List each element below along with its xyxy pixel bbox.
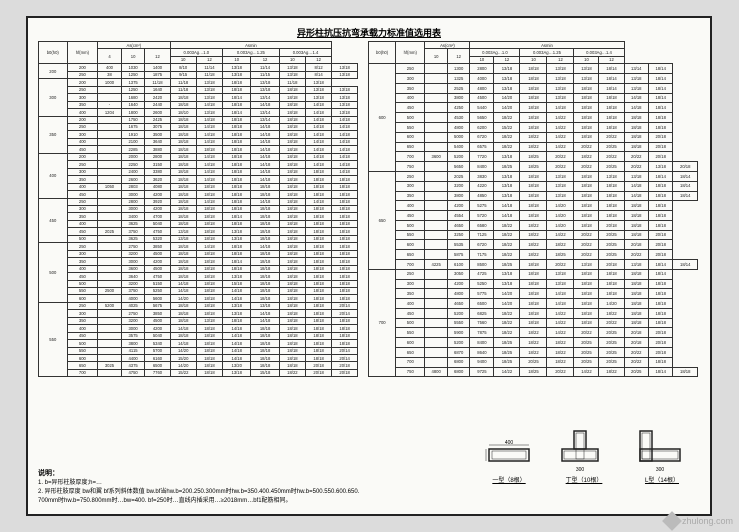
table-row: 5004650658018/2218/2214/2018/1820/1818/1… bbox=[369, 220, 698, 230]
table-row: 7004750776015/2218/1813/1815/1818/2220/1… bbox=[39, 369, 358, 376]
table-row: 4003000420014/1818/1814/1818/1818/1818/1… bbox=[39, 325, 358, 332]
table-row: 3001325400013/1818/1813/1813/1818/1413/1… bbox=[369, 74, 698, 84]
table-row: 3004200525013/1818/1813/1818/1818/1818/1… bbox=[369, 279, 698, 289]
table-row: 4002100364018/1814/1818/1814/1818/1814/1… bbox=[39, 138, 358, 145]
watermark-icon bbox=[662, 511, 682, 531]
table-row: 6004400616015/2018/1814/1818/1818/1818/1… bbox=[39, 355, 358, 362]
table-row: 4003800450014/2018/1813/1818/1818/1814/1… bbox=[369, 93, 698, 103]
table-row: 6505875717518/2218/2218/2520/2220/2520/2… bbox=[369, 250, 698, 260]
table-row: 4504250544014/2018/1814/1818/1818/1814/1… bbox=[369, 103, 698, 113]
table-row: 5504800620015/2218/1814/2218/1818/1818/1… bbox=[369, 123, 698, 133]
table-row: 65030254375650014/2018/1813/2018/1818/18… bbox=[39, 362, 358, 369]
table-row: 3503400470018/1818/1818/1418/1818/1818/1… bbox=[39, 213, 358, 220]
section-diagram: 300 L型（14根） bbox=[634, 427, 690, 484]
table-row: 3502600362018/1814/1818/1814/1818/1818/1… bbox=[39, 176, 358, 183]
table-row: 4003625504018/1818/1818/1818/1818/1818/1… bbox=[39, 220, 358, 227]
table-row: 6505400657518/2218/2214/2220/2220/2518/1… bbox=[369, 142, 698, 152]
table-row: 4505200682518/2218/1814/2218/1818/2218/1… bbox=[369, 308, 698, 318]
table-row: 6502502025383013/1818/1813/1818/1813/181… bbox=[369, 171, 698, 181]
table-row: 3502525480013/1818/1813/1818/1818/1413/1… bbox=[369, 83, 698, 93]
note-line: 2. 异形柱肢厚度 bw和翼 bf系列斜体数值 bw.bf当hw.b=200.2… bbox=[38, 488, 359, 497]
table-row: 6002501300280013/1818/1813/1813/1818/141… bbox=[369, 64, 698, 74]
notes-heading: 说明： bbox=[38, 469, 359, 480]
svg-text:300: 300 bbox=[576, 467, 585, 473]
table-row: 6506870864018/2518/2218/2220/2520/2520/2… bbox=[369, 348, 698, 358]
table-row: 3504800577514/2018/1814/1818/1818/1818/1… bbox=[369, 289, 698, 299]
table-row: 3003200450018/1818/1818/1818/1818/1818/1… bbox=[39, 250, 358, 257]
table-row: 70042256100850018/2518/1820/2213/1820/18… bbox=[369, 259, 698, 269]
table-row: 3003000420018/1818/1818/1818/1818/1818/1… bbox=[39, 205, 358, 212]
left-table: b0(h0)hf(mm)As(cm²)Asmin410120.003Ag…1.0… bbox=[38, 41, 358, 377]
table-row: 3503200450018/1813/1818/1814/1818/1818/1… bbox=[39, 317, 358, 324]
table-row: 3003200422013/1818/1813/1818/1818/1814/1… bbox=[369, 181, 698, 191]
table-row: 3002750385018/1818/1813/1814/1818/1818/1… bbox=[39, 310, 358, 317]
diagram-label: L型（14根） bbox=[634, 475, 690, 484]
table-row: 7006800940018/2520/2518/2220/2520/2520/2… bbox=[369, 357, 698, 367]
table-row: 6005200840018/2518/2218/2220/2520/2520/1… bbox=[369, 338, 698, 348]
diagram-label: 丁型（10根） bbox=[556, 475, 612, 484]
table-row: 5504115570014/2018/1814/1818/1818/1818/1… bbox=[39, 347, 358, 354]
table-row: 4503640475018/1818/1813/1818/1818/1818/1… bbox=[39, 273, 358, 280]
table-row: 4003600450018/1818/1818/1818/1818/1818/1… bbox=[39, 265, 358, 272]
table-row: 200200400103014008/1011/1413/1811/1413/1… bbox=[39, 64, 358, 71]
table-row: 3503000420018/1818/1818/1418/1818/1818/1… bbox=[39, 258, 358, 265]
table-row: 4504554572014/1818/1814/2018/1818/1818/1… bbox=[369, 211, 698, 221]
table-row: 70036005200772013/1818/2520/2218/2220/22… bbox=[369, 152, 698, 162]
table-row: 4503575504018/1818/1814/1818/1818/1818/1… bbox=[39, 332, 358, 339]
section-diagram: 300 丁型（10根） bbox=[556, 427, 612, 484]
table-row: 7505650840018/2518/2520/2220/2220/2520/2… bbox=[369, 162, 698, 172]
note-line: 1. b=异形柱肢厚度;h=… bbox=[38, 479, 359, 488]
table-row: 75048006800972514/2218/2520/2214/2218/22… bbox=[369, 367, 698, 377]
table-row: 4502502800392018/1814/1818/1814/1818/181… bbox=[39, 198, 358, 205]
table-row: 4002002000280018/1814/1818/1814/1818/181… bbox=[39, 153, 358, 160]
table-row: 5003800534014/1818/1814/1818/1818/1818/1… bbox=[39, 340, 358, 347]
watermark: zhulong.com bbox=[665, 514, 733, 528]
table-row: 3002001000137511/1811/1813/1818/1813/181… bbox=[39, 79, 358, 86]
table-row: 3002400338018/1814/1818/1814/1818/1818/1… bbox=[39, 168, 358, 175]
table-row: 6005535672018/2218/2218/2220/2220/2520/1… bbox=[369, 240, 698, 250]
table-row: 5002502750385018/1814/1818/1814/1818/181… bbox=[39, 243, 358, 250]
section-diagrams: 400 d 一型（8根） 300 丁型（10根） 300 L型（14根） bbox=[484, 427, 690, 484]
table-row: 3001910350018/1814/1818/1814/1818/1814/1… bbox=[39, 131, 358, 138]
table-row: 55025003750525014/1818/1814/1818/1818/18… bbox=[39, 287, 358, 294]
table-row: 2502250315018/1814/1818/1814/1818/1814/1… bbox=[39, 161, 358, 168]
table-row: 5505900787518/2218/2214/2220/2220/2520/1… bbox=[369, 328, 698, 338]
table-row: 7002503050472513/1818/1813/1818/1818/181… bbox=[369, 269, 698, 279]
table-row: 350-1640244018/1814/1818/1814/1818/1814/… bbox=[39, 101, 358, 108]
tables-area: b0(h0)hf(mm)As(cm²)Asmin410120.003Ag…1.0… bbox=[38, 41, 700, 377]
table-row: 40010502803408018/1818/1818/1818/1818/18… bbox=[39, 183, 358, 190]
table-row: 6004000560014/2018/1814/1818/1818/1818/1… bbox=[39, 295, 358, 302]
table-row: 3503800485013/1818/1813/1818/1818/1814/1… bbox=[369, 191, 698, 201]
watermark-text: zhulong.com bbox=[682, 516, 733, 526]
table-row: 2501675307518/1814/1818/1814/1818/1814/1… bbox=[39, 123, 358, 130]
diagram-label: 一型（8根） bbox=[484, 475, 534, 484]
table-row: 3502001750242518/1814/1818/1813/1418/181… bbox=[39, 116, 358, 123]
table-row: 6005000672018/2218/2214/2218/1820/2218/1… bbox=[369, 132, 698, 142]
table-row: 4004650650014/2018/1814/1818/1814/2018/1… bbox=[369, 299, 698, 309]
svg-text:d: d bbox=[484, 455, 486, 458]
notes: 说明： 1. b=异形柱肢厚度;h=… 2. 异形柱肢厚度 bw和翼 bf系列斜… bbox=[38, 469, 359, 507]
table-row: 55025052004025567518/1818/1813/1813/1818… bbox=[39, 302, 358, 309]
table-title: 异形柱抗压抗弯承载力标准值选用表 bbox=[38, 26, 700, 39]
drawing-sheet: 异形柱抗压抗弯承载力标准值选用表 b0(h0)hf(mm)As(cm²)Asmi… bbox=[26, 16, 712, 516]
table-row: 5003625532013/1818/1813/1818/1818/1818/1… bbox=[39, 235, 358, 242]
section-diagram: 400 d 一型（8根） bbox=[484, 437, 534, 484]
table-row: 5503250712518/2218/2214/2220/2220/2518/1… bbox=[369, 230, 698, 240]
table-row: 5003200515014/1818/1815/1818/1818/1818/1… bbox=[39, 280, 358, 287]
table-row: 5004530565018/2218/1814/2218/1818/1818/1… bbox=[369, 113, 698, 123]
table-row: 45020253750475013/1818/1813/1818/1818/18… bbox=[39, 228, 358, 235]
table-row: 4502285388018/1818/1818/1814/1818/1814/1… bbox=[39, 146, 358, 153]
table-row: 40012041800260018/1013/1818/1413/1418/18… bbox=[39, 109, 358, 116]
table-row: 2501250164011/1813/1818/1813/1818/1813/1… bbox=[39, 86, 358, 93]
table-row: 25038125018759/1511/1813/1811/1513/188/1… bbox=[39, 71, 358, 78]
svg-text:400: 400 bbox=[505, 440, 514, 446]
right-table: b0(h0)hf(mm)As(cm²)Asmin10120.003Ag…1.00… bbox=[368, 41, 698, 377]
table-row: 3001680242018/1813/1818/1413/1418/1813/1… bbox=[39, 94, 358, 101]
table-row: 5005550756018/2218/1814/2218/1820/2218/1… bbox=[369, 318, 698, 328]
table-row: 4503000420018/1818/1818/1818/1818/1818/1… bbox=[39, 191, 358, 198]
note-line: 700mm时hw.b=750.800mm时…bw=400. bf=250时…直线… bbox=[38, 497, 359, 506]
table-row: 4004200527514/1818/1814/2018/1818/1818/1… bbox=[369, 201, 698, 211]
svg-text:300: 300 bbox=[656, 467, 665, 473]
